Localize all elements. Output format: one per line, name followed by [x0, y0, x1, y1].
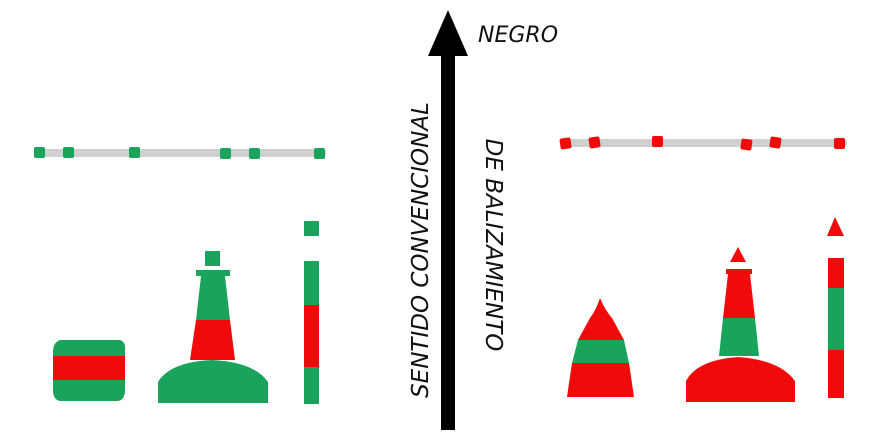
green-marker-5 [249, 148, 260, 159]
red-marker-1 [559, 137, 572, 150]
conical-buoy-icon [567, 298, 634, 397]
green-marker-3 [129, 147, 140, 158]
red-marker-6 [834, 138, 845, 149]
left-lateral-line [34, 147, 326, 159]
red-marker-2 [588, 136, 601, 149]
right-lateral-line [559, 136, 847, 151]
pillar-buoy-icon [686, 247, 795, 402]
green-marker-6 [314, 148, 325, 159]
vertical-label-line1: SENTIDO CONVENCIONAL [408, 102, 434, 398]
red-marker-5 [769, 136, 782, 149]
green-marker-2 [63, 147, 74, 158]
top-label: NEGRO [478, 23, 558, 48]
red-marker-3 [652, 136, 663, 147]
can-buoy-icon [53, 340, 126, 401]
green-marker-4 [220, 148, 231, 159]
pillar-buoy-icon [158, 251, 268, 403]
left-line-bar [36, 149, 326, 157]
right-line-bar [562, 139, 847, 147]
convention-arrow [428, 10, 468, 430]
spar-buoy-icon [304, 221, 319, 404]
vertical-label-line2: DE BALIZAMIENTO [480, 139, 506, 352]
red-marker-4 [740, 138, 753, 151]
arrow-shaft [441, 52, 455, 430]
arrow-up-icon [428, 10, 468, 56]
spar-buoy-icon [827, 217, 844, 398]
green-marker-1 [34, 147, 45, 158]
